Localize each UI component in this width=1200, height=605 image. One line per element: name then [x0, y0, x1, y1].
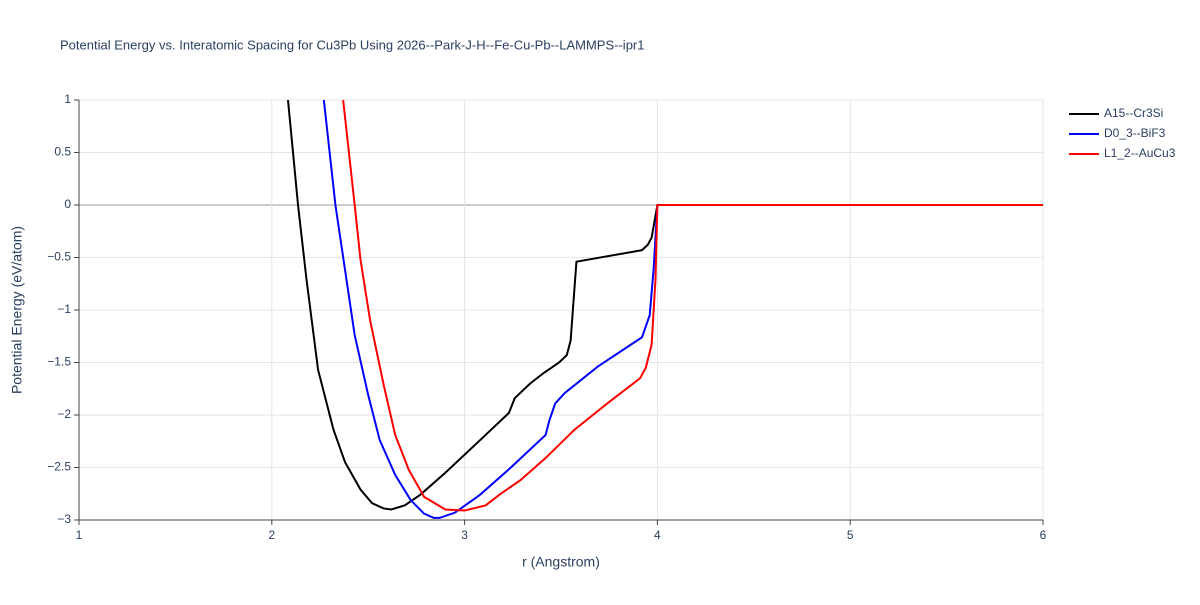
y-tick-label: 0	[64, 197, 71, 211]
y-tick-label: −2	[57, 407, 71, 421]
x-tick-label: 1	[76, 528, 83, 542]
y-tick-label: −3	[57, 512, 71, 526]
legend-label: L1_2--AuCu3	[1104, 146, 1176, 160]
x-axis-label: r (Angstrom)	[522, 554, 600, 570]
series-line	[322, 100, 1043, 519]
series-line	[342, 100, 1043, 512]
x-tick-label: 5	[847, 528, 854, 542]
x-tick-label: 4	[654, 528, 661, 542]
x-tick-label: 3	[461, 528, 468, 542]
legend-label: A15--Cr3Si	[1104, 106, 1163, 120]
y-tick-label: −1	[57, 302, 71, 316]
y-tick-label: −2.5	[47, 460, 71, 474]
legend: A15--Cr3Si D0_3--BiF3 L1_2--AuCu3	[1069, 106, 1176, 160]
y-axis-label: Potential Energy (eV/atom)	[9, 226, 25, 394]
y-tick-label: 0.5	[54, 145, 71, 159]
legend-label: D0_3--BiF3	[1104, 126, 1166, 140]
series-line	[286, 100, 1043, 511]
grid: −3 −2.5 −2 −1.5 −1 −0.5 0 0.5 1 1 2 3 4 5 6	[47, 92, 1046, 542]
plot-area	[286, 100, 1043, 519]
x-tick-label: 2	[268, 528, 275, 542]
chart-title: Potential Energy vs. Interatomic Spacing…	[60, 37, 644, 52]
y-tick-label: −1.5	[47, 355, 71, 369]
y-tick-label: −0.5	[47, 250, 71, 264]
x-tick-label: 6	[1040, 528, 1047, 542]
y-tick-label: 1	[64, 92, 71, 106]
